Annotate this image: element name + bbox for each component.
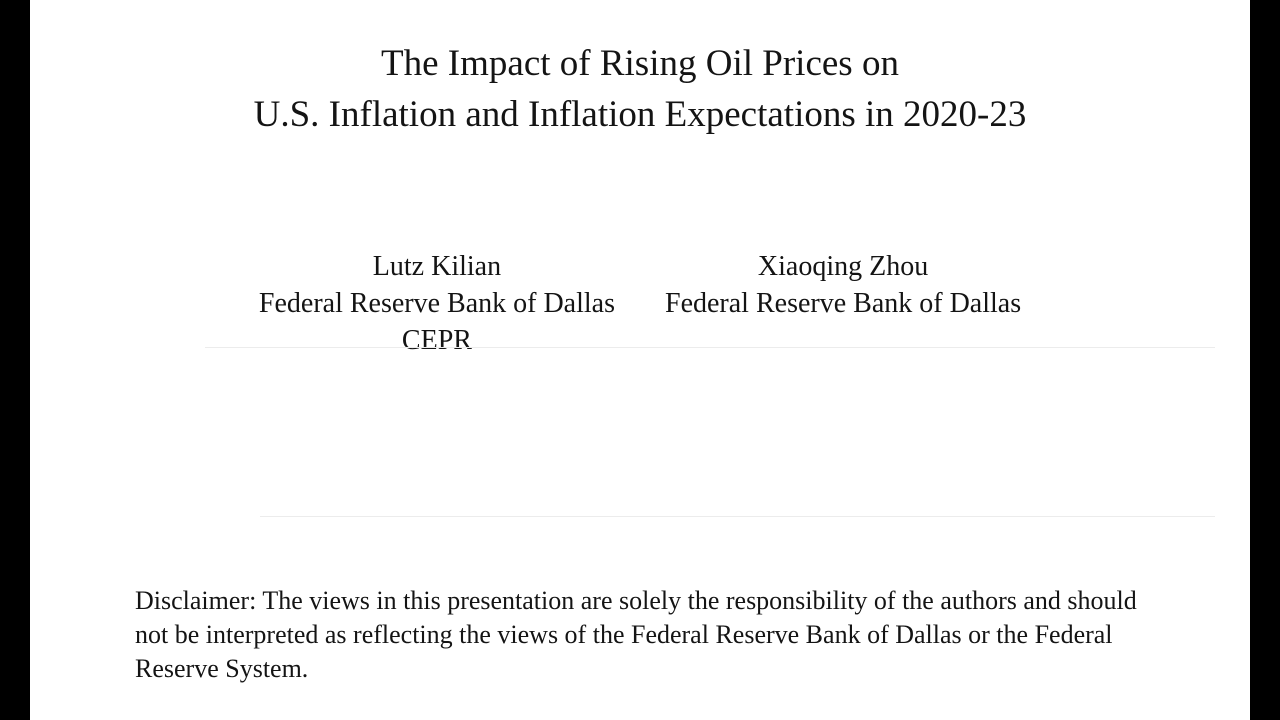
slide-title-line-1: The Impact of Rising Oil Prices on	[381, 43, 899, 84]
author-xiaoqing-zhou: Xiaoqing Zhou Federal Reserve Bank of Da…	[665, 248, 1021, 359]
author-affiliation-secondary: CEPR	[401, 325, 472, 356]
author-affiliation: Federal Reserve Bank of Dallas	[258, 288, 615, 319]
author-name: Xiaoqing Zhou	[757, 251, 929, 282]
author-lutz-kilian: Lutz Kilian Federal Reserve Bank of Dall…	[259, 248, 615, 359]
slide-title: The Impact of Rising Oil Prices on U.S. …	[30, 38, 1250, 140]
faint-divider-lower	[260, 516, 1215, 517]
slide-title-line-2: U.S. Inflation and Inflation Expectation…	[253, 94, 1027, 135]
authors-block: Lutz Kilian Federal Reserve Bank of Dall…	[30, 248, 1250, 359]
title-slide: The Impact of Rising Oil Prices on U.S. …	[30, 0, 1250, 720]
disclaimer-text: Disclaimer: The views in this presentati…	[135, 586, 1137, 683]
faint-divider-upper	[205, 347, 1215, 348]
author-name: Lutz Kilian	[372, 251, 502, 282]
author-affiliation: Federal Reserve Bank of Dallas	[665, 288, 1022, 319]
